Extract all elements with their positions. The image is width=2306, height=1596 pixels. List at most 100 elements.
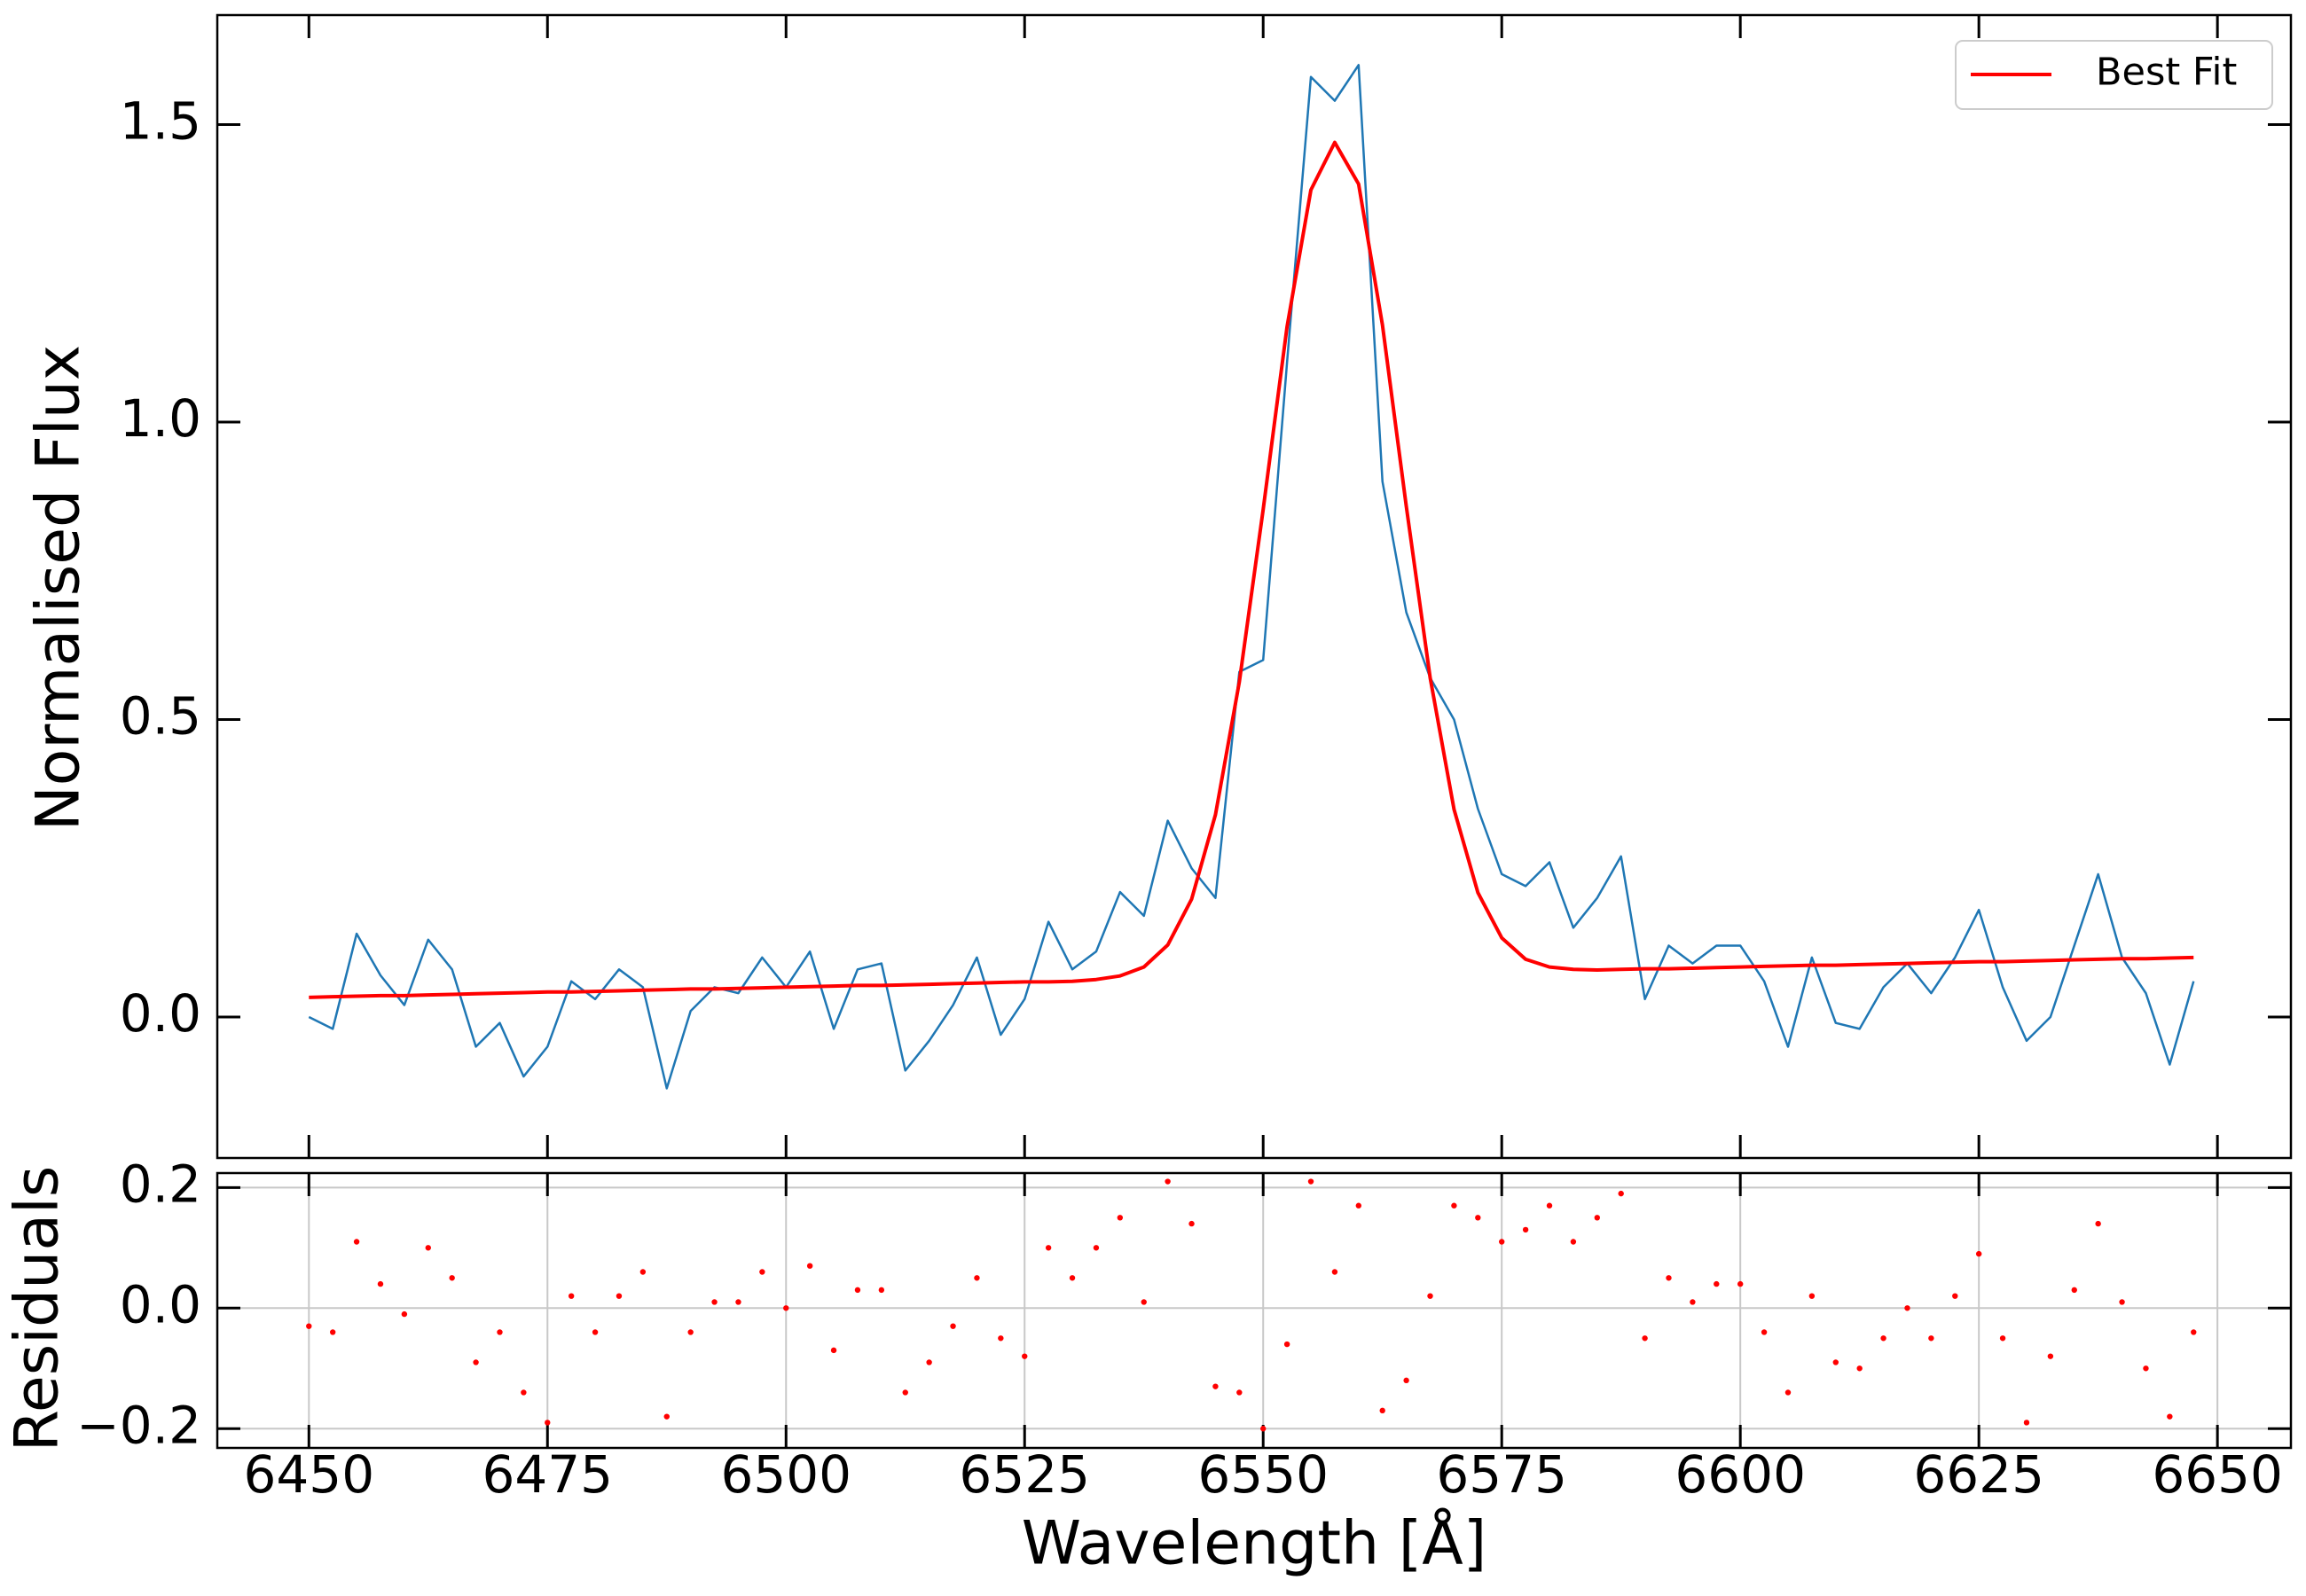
residual-point (2191, 1329, 2197, 1335)
residual-point (1499, 1239, 1505, 1245)
series-line (308, 64, 2195, 1090)
residual-point (592, 1329, 599, 1335)
residual-point (1022, 1353, 1028, 1359)
y-tick-label: −0.2 (76, 1395, 201, 1455)
residual-point (2095, 1220, 2101, 1227)
residual-point (711, 1299, 718, 1305)
residual-point (1522, 1226, 1529, 1233)
residual-point (1283, 1341, 1290, 1348)
residual-point (1093, 1245, 1100, 1251)
residual-point (1403, 1377, 1409, 1384)
residual-point (545, 1420, 551, 1426)
residual-point (1999, 1335, 2006, 1342)
residual-point (854, 1287, 861, 1294)
x-tick-label: 6650 (2152, 1444, 2283, 1505)
residual-point (639, 1269, 647, 1275)
residual-point (1737, 1280, 1744, 1287)
residual-point (878, 1287, 885, 1294)
axes-frame (216, 1171, 2293, 1450)
residual-point (830, 1347, 837, 1354)
residual-point (1880, 1335, 1886, 1342)
residual-point (1260, 1426, 1267, 1432)
residual-point (806, 1263, 813, 1269)
residual-point (1165, 1178, 1171, 1185)
residual-point (2023, 1420, 2030, 1426)
residual-point (1236, 1389, 1243, 1396)
x-axis-label: Wavelength [Å] (1022, 1507, 1487, 1579)
x-tick-label: 6450 (243, 1444, 374, 1505)
residual-point (449, 1275, 455, 1281)
residual-point (2047, 1353, 2054, 1359)
x-tick-label: 6600 (1675, 1444, 1806, 1505)
residual-point (1761, 1329, 1768, 1335)
series-line (309, 140, 2194, 999)
residual-point (1808, 1293, 1816, 1299)
residual-point (1952, 1293, 1958, 1299)
residual-point (306, 1323, 312, 1329)
residual-point (1618, 1190, 1624, 1197)
residual-point (1642, 1335, 1648, 1342)
residual-point (521, 1389, 527, 1396)
y-tick-label: 0.2 (120, 1154, 201, 1214)
legend-box (1955, 40, 2273, 110)
x-tick-label: 6500 (720, 1444, 851, 1505)
residual-point (974, 1275, 980, 1281)
axes-frame (216, 13, 2293, 1160)
x-tick-label: 6625 (1913, 1444, 2044, 1505)
residual-point (1832, 1359, 1839, 1365)
residual-point (1331, 1269, 1338, 1275)
residual-point (1069, 1275, 1076, 1281)
residual-point (1427, 1293, 1433, 1299)
residual-point (1975, 1250, 1982, 1257)
residual-point (401, 1310, 408, 1318)
residual-point (902, 1389, 908, 1396)
residual-point (1212, 1383, 1219, 1389)
residual-point (1690, 1299, 1696, 1305)
residual-point (1117, 1215, 1124, 1221)
y-axis-label: Residuals (3, 1166, 73, 1452)
x-tick-label: 6475 (482, 1444, 613, 1505)
residual-point (353, 1239, 360, 1245)
residual-point (2143, 1365, 2149, 1372)
residual-point (1451, 1202, 1457, 1209)
residual-point (735, 1299, 741, 1305)
y-tick-label: 0.0 (120, 1274, 201, 1334)
residual-point (950, 1323, 956, 1329)
y-tick-label: 1.0 (120, 388, 201, 449)
residual-point (1475, 1215, 1481, 1221)
residual-point (1141, 1299, 1147, 1305)
residual-point (1570, 1239, 1577, 1245)
residual-point (783, 1305, 789, 1311)
residual-point (1856, 1365, 1863, 1372)
plot-area (308, 64, 2195, 1090)
residual-point (473, 1359, 479, 1365)
residual-point (616, 1293, 623, 1299)
residual-point (1355, 1202, 1362, 1209)
residual-point (425, 1245, 431, 1251)
residual-point (1714, 1280, 1720, 1287)
residual-point (1307, 1178, 1314, 1185)
residual-point (497, 1329, 503, 1335)
y-tick-label: 0.0 (120, 983, 201, 1044)
residual-point (1379, 1407, 1385, 1414)
residual-point (568, 1293, 575, 1299)
residual-point (1594, 1215, 1600, 1221)
residual-point (329, 1329, 336, 1335)
residual-point (2119, 1299, 2125, 1305)
residual-point (1045, 1245, 1052, 1251)
plot-area (306, 1178, 2197, 1432)
residual-point (759, 1269, 765, 1275)
residual-point (1666, 1275, 1672, 1281)
y-tick-label: 1.5 (120, 91, 201, 152)
legend-label: Best Fit (2096, 51, 2237, 95)
x-tick-label: 6525 (959, 1444, 1090, 1505)
x-tick-label: 6575 (1436, 1444, 1567, 1505)
residual-point (1546, 1202, 1553, 1209)
residual-point (663, 1413, 670, 1420)
y-axis-label: Normalised Flux (24, 345, 94, 831)
x-tick-label: 6550 (1197, 1444, 1329, 1505)
residual-point (1904, 1305, 1910, 1311)
residual-point (687, 1329, 694, 1335)
residual-point (1188, 1220, 1195, 1227)
